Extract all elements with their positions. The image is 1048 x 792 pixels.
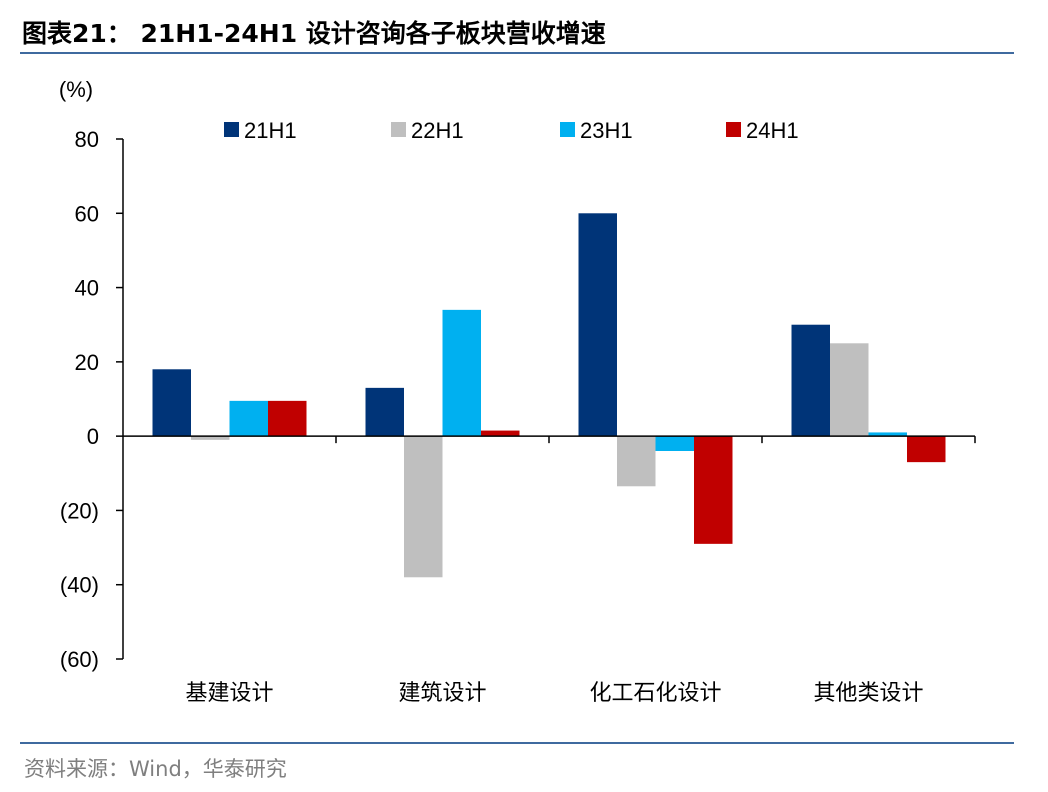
y-tick-label: 80 bbox=[75, 127, 99, 152]
bar-24H1-2 bbox=[481, 430, 520, 437]
bar-21H1-2 bbox=[365, 387, 404, 437]
source-note: 资料来源：Wind，华泰研究 bbox=[24, 757, 287, 781]
legend-swatch-22H1 bbox=[391, 122, 406, 137]
bar-24H1-1 bbox=[268, 400, 307, 437]
legend-label-21H1: 21H1 bbox=[244, 118, 297, 143]
legend-label-23H1: 23H1 bbox=[580, 118, 633, 143]
y-tick-label: 40 bbox=[75, 276, 99, 301]
bar-23H1-3 bbox=[655, 436, 694, 451]
bar-22H1-2 bbox=[404, 436, 443, 578]
figure-title: 图表21： 21H1-24H1 设计咨询各子板块营收增速 bbox=[22, 19, 606, 48]
bar-chart: (%) 21H1 22H1 23H1 24H1 80 60 40 20 0 (20) (40) (6… bbox=[59, 77, 976, 706]
y-tick-label: 20 bbox=[75, 350, 99, 375]
y-tick-label: (20) bbox=[60, 498, 99, 523]
legend-label-24H1: 24H1 bbox=[746, 118, 799, 143]
bar-24H1-4 bbox=[907, 436, 946, 463]
x-category-label: 其他类设计 bbox=[813, 681, 923, 706]
bar-22H1-3 bbox=[617, 436, 656, 487]
bar-22H1-1 bbox=[191, 436, 230, 440]
x-category-label: 基建设计 bbox=[185, 681, 273, 706]
y-axis-unit-label: (%) bbox=[59, 77, 93, 102]
x-category-label: 化工石化设计 bbox=[589, 681, 721, 706]
legend-swatch-23H1 bbox=[560, 122, 575, 137]
bar-22H1-4 bbox=[830, 343, 869, 437]
title-divider bbox=[20, 52, 1014, 54]
bar-23H1-4 bbox=[868, 432, 907, 437]
legend-swatch-21H1 bbox=[224, 122, 239, 137]
bar-23H1-1 bbox=[229, 400, 268, 437]
legend-label-22H1: 22H1 bbox=[411, 118, 464, 143]
bar-21H1-1 bbox=[152, 369, 191, 437]
bar-21H1-3 bbox=[578, 213, 617, 437]
bar-23H1-2 bbox=[442, 309, 481, 437]
y-tick-label: 0 bbox=[87, 424, 99, 449]
bars-group bbox=[152, 213, 946, 578]
y-tick-label: (60) bbox=[60, 647, 99, 672]
axes-group: 80 60 40 20 0 (20) (40) (60) 基建设计 建筑设计 化工石化设计 其他类设计 bbox=[60, 127, 976, 706]
legend-swatch-24H1 bbox=[726, 122, 741, 137]
bar-21H1-4 bbox=[791, 324, 830, 437]
y-tick-label: 60 bbox=[75, 201, 99, 226]
bar-24H1-3 bbox=[694, 436, 733, 544]
footer-divider bbox=[20, 742, 1014, 744]
chart-legend: 21H1 22H1 23H1 24H1 bbox=[224, 118, 799, 143]
y-tick-label: (40) bbox=[60, 573, 99, 598]
x-category-label: 建筑设计 bbox=[398, 681, 486, 706]
